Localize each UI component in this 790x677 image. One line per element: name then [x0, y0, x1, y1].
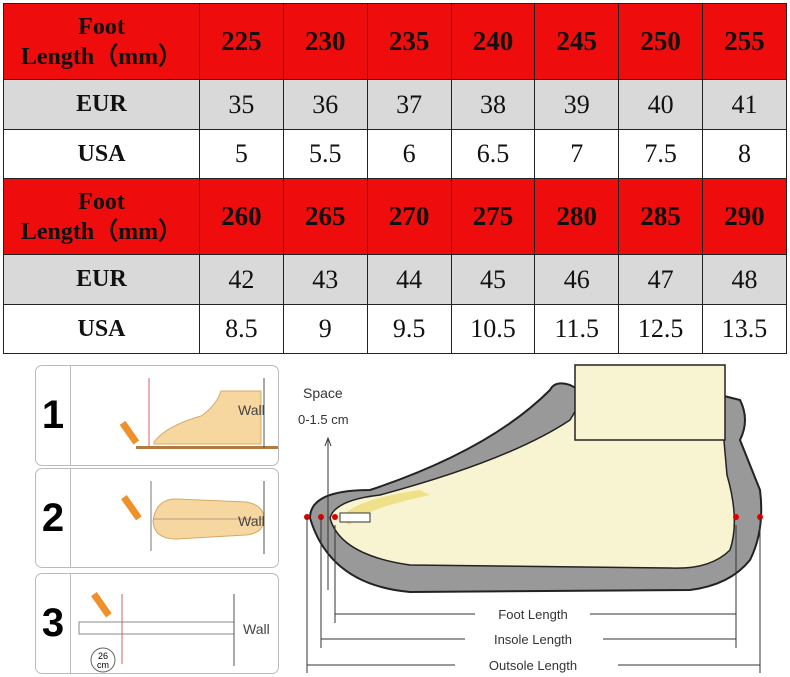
usa-size-cell: 11.5: [534, 304, 620, 354]
row-label-line: Length（mm）: [20, 218, 183, 245]
foot-length-cell: 275: [450, 178, 536, 255]
usa-size-cell: 12.5: [618, 304, 704, 354]
eur-size-cell: 48: [702, 254, 787, 305]
row-label: EUR: [3, 79, 200, 130]
foot-length-cell: 270: [366, 178, 452, 255]
foot-length-cell: 290: [702, 178, 787, 255]
foot-length-cell: 245: [534, 3, 620, 80]
size-chart-table: Foot Length（mm） 225 230 235 240 245 250 255 EUR 35…: [3, 3, 787, 354]
step-2-panel: 2 Wall: [35, 468, 279, 568]
space-range: 0-1.5 cm: [298, 412, 349, 427]
insole-length-label: Insole Length: [494, 632, 572, 647]
step-3-panel: 3 26 cm Wall: [35, 573, 279, 674]
foot-length-cell: 265: [282, 178, 368, 255]
eur-size-cell: 40: [618, 79, 704, 130]
space-label: Space: [303, 385, 343, 401]
shoe-size-diagram: Space 0-1.5 cm Foot Length Insole Length…: [298, 364, 763, 673]
usa-size-cell: 13.5: [702, 304, 787, 354]
eur-row: EUR 35 36 37 38 39 40 41: [3, 79, 787, 130]
eur-size-cell: 37: [366, 79, 452, 130]
eur-size-cell: 47: [618, 254, 704, 305]
foot-length-cell: 230: [282, 3, 368, 80]
row-label: USA: [3, 304, 200, 354]
eur-size-cell: 44: [366, 254, 452, 305]
outsole-length-label: Outsole Length: [489, 658, 577, 673]
foot-length-label: Foot Length: [498, 607, 567, 622]
ruler-illustration: 26 cm: [78, 592, 235, 673]
usa-size-cell: 6.5: [450, 129, 536, 179]
row-label-line: Length（mm）: [20, 43, 183, 70]
row-label: EUR: [3, 254, 200, 305]
step-number: 3: [36, 574, 71, 673]
usa-size-cell: 7: [534, 129, 620, 179]
eur-row: EUR 42 43 44 45 46 47 48: [3, 254, 787, 305]
foot-length-cell: 225: [199, 3, 284, 80]
step-number: 1: [36, 366, 71, 465]
usa-size-cell: 6: [366, 129, 452, 179]
step-1-panel: 1 Wall: [35, 365, 279, 466]
eur-size-cell: 43: [282, 254, 368, 305]
row-label: Foot Length（mm）: [3, 3, 200, 80]
usa-row: USA 8.5 9 9.5 10.5 11.5 12.5 13.5: [3, 304, 787, 354]
usa-size-cell: 10.5: [450, 304, 536, 354]
foot-length-cell: 255: [702, 3, 787, 80]
eur-size-cell: 36: [282, 79, 368, 130]
usa-size-cell: 9: [282, 304, 368, 354]
usa-size-cell: 8.5: [199, 304, 284, 354]
wall-label: Wall: [238, 402, 265, 418]
foot-length-cell: 285: [618, 178, 704, 255]
usa-size-cell: 5: [199, 129, 284, 179]
wall-label: Wall: [243, 621, 270, 637]
usa-size-cell: 9.5: [366, 304, 452, 354]
row-label: USA: [3, 129, 200, 179]
foot-length-cell: 280: [534, 178, 620, 255]
usa-row: USA 5 5.5 6 6.5 7 7.5 8: [3, 129, 787, 179]
foot-length-cell: 240: [450, 3, 536, 80]
foot-length-cell: 235: [366, 3, 452, 80]
step-number: 2: [36, 469, 71, 567]
wall-label: Wall: [238, 513, 265, 529]
eur-size-cell: 41: [702, 79, 787, 130]
eur-size-cell: 35: [199, 79, 284, 130]
row-label-line: Foot: [78, 188, 125, 215]
measure-unit: cm: [97, 660, 109, 670]
header-row: Foot Length（mm） 260 265 270 275 280 285 290: [3, 178, 787, 255]
eur-size-cell: 38: [450, 79, 536, 130]
eur-size-cell: 46: [534, 254, 620, 305]
usa-size-cell: 8: [702, 129, 787, 179]
measure-value: 26: [98, 651, 108, 661]
usa-size-cell: 7.5: [618, 129, 704, 179]
row-label: Foot Length（mm）: [3, 178, 200, 255]
usa-size-cell: 5.5: [282, 129, 368, 179]
foot-side-illustration: [119, 378, 278, 449]
foot-length-cell: 250: [618, 3, 704, 80]
foot-top-illustration: [121, 481, 265, 554]
eur-size-cell: 42: [199, 254, 284, 305]
header-row: Foot Length（mm） 225 230 235 240 245 250 255: [3, 3, 787, 80]
eur-size-cell: 45: [450, 254, 536, 305]
row-label-line: Foot: [78, 13, 125, 40]
eur-size-cell: 39: [534, 79, 620, 130]
foot-length-cell: 260: [199, 178, 284, 255]
